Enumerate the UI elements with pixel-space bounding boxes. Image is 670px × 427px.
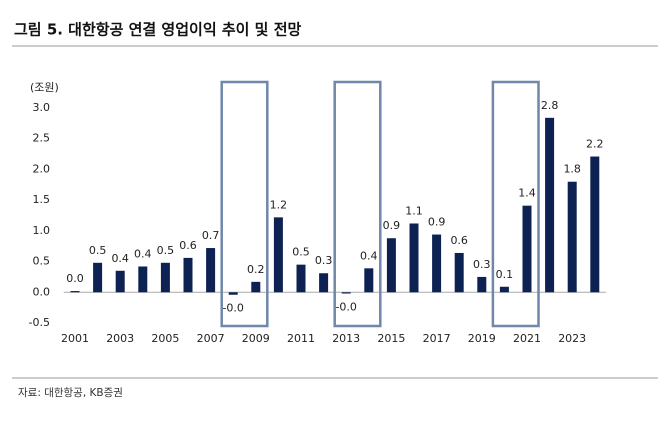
bar [409,223,419,293]
bar [319,273,329,293]
x-tick-label: 2019 [468,332,496,345]
bar [590,156,600,293]
bar [183,257,193,293]
data-label: 0.9 [383,219,401,232]
bar [522,205,532,293]
bar [228,292,238,295]
bar [567,181,577,293]
bar [115,270,125,293]
chart-title: 그림 5. 대한항공 연결 영업이익 추이 및 전망 [14,21,301,39]
x-tick-label: 2009 [242,332,270,345]
data-label: 0.1 [496,268,514,281]
data-label: 1.2 [270,198,288,211]
highlight-box [333,80,382,328]
source: 자료: 대한항공, KB증권 [18,387,123,399]
data-label: 0.9 [428,216,446,229]
y-tick-label: 1.5 [33,193,51,206]
data-label: 0.4 [360,249,378,262]
data-label: 0.4 [111,252,129,265]
bar [545,117,555,293]
data-label: 2.8 [541,99,559,112]
x-tick-label: 2011 [287,332,315,345]
x-tick-label: 2023 [558,332,586,345]
data-label: 0.7 [202,229,220,242]
data-label: 0.0 [66,272,84,285]
y-tick-label: 0.5 [33,255,51,268]
x-tick-label: 2001 [61,332,89,345]
data-label: 0.3 [473,258,491,271]
data-label: 0.2 [247,263,265,276]
highlight-box [491,80,540,328]
bar [454,252,464,293]
y-tick-label: 2.0 [33,162,51,175]
data-label: -0.0 [222,302,243,315]
bar [273,217,283,293]
x-tick-label: 2013 [332,332,360,345]
bar [160,262,170,293]
bar [251,281,261,293]
x-tick-label: 2015 [377,332,405,345]
bar [499,286,509,293]
data-label: -0.0 [335,301,356,314]
bar [206,248,216,293]
highlight-box [220,80,269,328]
bar [296,264,306,293]
bar [386,238,396,293]
y-tick-label: 2.5 [33,132,51,145]
data-label: 0.6 [179,239,197,252]
bar [70,291,80,293]
data-label: 0.4 [134,247,152,260]
bar [341,292,351,294]
y-tick-label: -0.5 [29,316,50,329]
data-label: 1.4 [518,187,536,200]
data-label: 0.5 [292,246,310,259]
data-label: 1.1 [405,204,423,217]
data-label: 0.3 [315,254,333,267]
data-label: 0.5 [89,244,107,257]
data-label: 1.8 [563,163,581,176]
y-tick-label: 0.0 [33,285,51,298]
x-tick-label: 2017 [423,332,451,345]
bar [364,268,374,293]
x-tick-label: 2007 [197,332,225,345]
bar [477,276,487,293]
bar [93,262,103,293]
x-tick-label: 2003 [106,332,134,345]
data-label: 2.2 [586,138,604,151]
x-tick-label: 2021 [513,332,541,345]
y-tick-label: 3.0 [33,101,51,114]
y-tick-label: 1.0 [33,224,51,237]
data-label: 0.6 [450,234,468,247]
y-unit: (조원) [30,81,59,94]
x-tick-label: 2005 [151,332,179,345]
bar [432,234,442,293]
data-label: 0.5 [157,244,175,257]
bar [138,266,148,293]
